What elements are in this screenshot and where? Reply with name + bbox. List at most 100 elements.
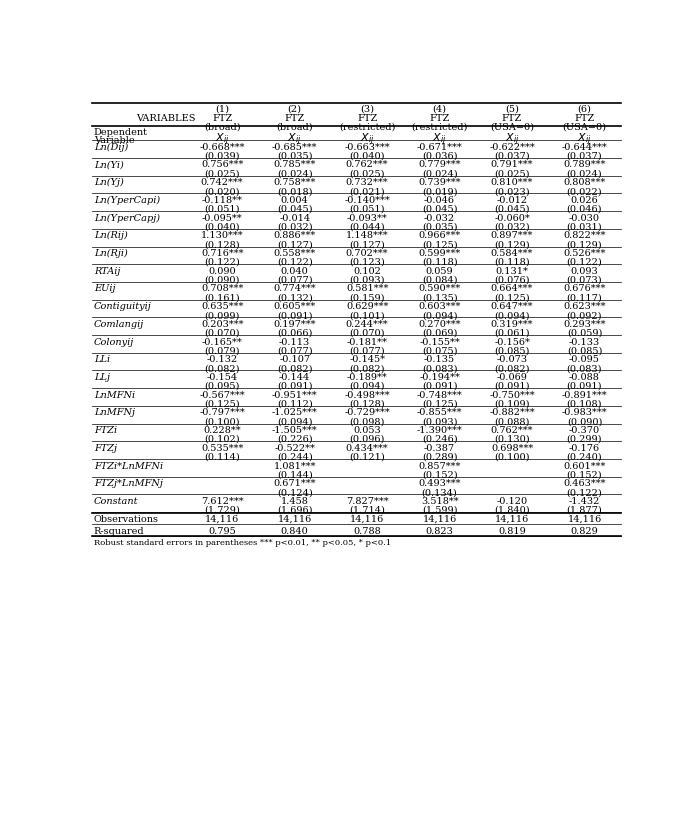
Text: 0.535***: 0.535*** bbox=[201, 443, 244, 452]
Text: -0.118**: -0.118** bbox=[202, 196, 243, 205]
Text: (0.114): (0.114) bbox=[204, 452, 240, 461]
Text: Comlangij: Comlangij bbox=[94, 319, 144, 329]
Text: (0.077): (0.077) bbox=[349, 346, 385, 355]
Text: (0.073): (0.073) bbox=[567, 275, 602, 284]
Text: 0.840: 0.840 bbox=[281, 526, 309, 535]
Text: (0.040): (0.040) bbox=[349, 151, 385, 161]
Text: 3.518**: 3.518** bbox=[421, 497, 458, 506]
Text: (1.877): (1.877) bbox=[566, 505, 602, 514]
Text: (0.094): (0.094) bbox=[422, 311, 457, 319]
Text: (0.059): (0.059) bbox=[567, 329, 602, 338]
Text: 0.635***: 0.635*** bbox=[201, 302, 244, 311]
Text: (0.129): (0.129) bbox=[494, 240, 530, 249]
Text: (0.093): (0.093) bbox=[349, 275, 385, 284]
Text: (0.084): (0.084) bbox=[422, 275, 457, 284]
Text: (0.122): (0.122) bbox=[204, 257, 240, 267]
Text: 0.228**: 0.228** bbox=[203, 426, 241, 435]
Text: (USA=0): (USA=0) bbox=[563, 122, 607, 131]
Text: (0.031): (0.031) bbox=[567, 222, 602, 232]
Text: -0.107: -0.107 bbox=[279, 355, 310, 364]
Text: (0.025): (0.025) bbox=[349, 169, 385, 178]
Text: (0.125): (0.125) bbox=[422, 399, 457, 408]
Text: (0.109): (0.109) bbox=[494, 399, 530, 408]
Text: 0.131*: 0.131* bbox=[496, 267, 528, 275]
Text: 0.040: 0.040 bbox=[281, 267, 309, 275]
Text: 0.581***: 0.581*** bbox=[346, 284, 389, 293]
Text: -0.668***: -0.668*** bbox=[199, 143, 245, 151]
Text: 0.601***: 0.601*** bbox=[564, 461, 606, 470]
Text: (0.019): (0.019) bbox=[422, 186, 457, 196]
Text: -0.060*: -0.060* bbox=[494, 213, 530, 222]
Text: 1.458: 1.458 bbox=[280, 497, 309, 506]
Text: (3): (3) bbox=[360, 104, 374, 114]
Text: (0.226): (0.226) bbox=[277, 435, 312, 443]
Text: (0.070): (0.070) bbox=[349, 329, 385, 338]
Text: 0.004: 0.004 bbox=[281, 196, 309, 205]
Text: 7.827***: 7.827*** bbox=[346, 497, 389, 506]
Text: Ln(YperCapi): Ln(YperCapi) bbox=[94, 196, 160, 205]
Text: -0.891***: -0.891*** bbox=[561, 390, 607, 400]
Text: (0.075): (0.075) bbox=[422, 346, 457, 355]
Text: 0.742***: 0.742*** bbox=[201, 178, 244, 187]
Text: (0.094): (0.094) bbox=[277, 417, 312, 426]
Text: Colonyij: Colonyij bbox=[94, 337, 134, 346]
Text: FTZ: FTZ bbox=[357, 114, 378, 122]
Text: (0.122): (0.122) bbox=[277, 257, 312, 267]
Text: (0.045): (0.045) bbox=[277, 205, 312, 213]
Text: (0.246): (0.246) bbox=[422, 435, 457, 443]
Text: 0.197***: 0.197*** bbox=[273, 319, 316, 329]
Text: 0.623***: 0.623*** bbox=[564, 302, 606, 311]
Text: -0.014: -0.014 bbox=[279, 213, 310, 222]
Text: FTZ: FTZ bbox=[502, 114, 522, 122]
Text: (0.023): (0.023) bbox=[494, 186, 530, 196]
Text: Dependent: Dependent bbox=[94, 128, 148, 136]
Text: Ln(Dij): Ln(Dij) bbox=[94, 143, 128, 151]
Text: -1.505***: -1.505*** bbox=[272, 426, 317, 435]
Text: Ln(Yi): Ln(Yi) bbox=[94, 161, 124, 170]
Text: (0.101): (0.101) bbox=[349, 311, 385, 319]
Text: (0.132): (0.132) bbox=[277, 293, 312, 302]
Text: (0.076): (0.076) bbox=[494, 275, 530, 284]
Text: 0.059: 0.059 bbox=[425, 267, 453, 275]
Text: 0.493***: 0.493*** bbox=[418, 479, 461, 487]
Text: (0.037): (0.037) bbox=[494, 151, 530, 161]
Text: (0.021): (0.021) bbox=[349, 186, 385, 196]
Text: -0.154: -0.154 bbox=[207, 373, 238, 381]
Text: (0.135): (0.135) bbox=[422, 293, 457, 302]
Text: -0.165**: -0.165** bbox=[202, 337, 243, 346]
Text: 0.819: 0.819 bbox=[498, 526, 526, 535]
Text: 0.647***: 0.647*** bbox=[491, 302, 533, 311]
Text: -1.390***: -1.390*** bbox=[416, 426, 462, 435]
Text: 0.629***: 0.629*** bbox=[346, 302, 389, 311]
Text: (0.118): (0.118) bbox=[494, 257, 530, 267]
Text: (0.128): (0.128) bbox=[204, 240, 240, 249]
Text: -0.155**: -0.155** bbox=[419, 337, 460, 346]
Text: 0.966***: 0.966*** bbox=[418, 231, 461, 240]
Text: (0.093): (0.093) bbox=[422, 417, 457, 426]
Text: 0.584***: 0.584*** bbox=[491, 249, 533, 257]
Text: LLj: LLj bbox=[94, 373, 110, 381]
Text: 0.434***: 0.434*** bbox=[346, 443, 389, 452]
Text: (0.040): (0.040) bbox=[205, 222, 240, 232]
Text: (0.121): (0.121) bbox=[349, 452, 385, 461]
Text: 0.102: 0.102 bbox=[353, 267, 381, 275]
Text: -0.663***: -0.663*** bbox=[344, 143, 390, 151]
Text: -0.073: -0.073 bbox=[496, 355, 527, 364]
Text: LLi: LLi bbox=[94, 355, 110, 364]
Text: (0.134): (0.134) bbox=[422, 487, 457, 497]
Text: 0.822***: 0.822*** bbox=[564, 231, 606, 240]
Text: 0.671***: 0.671*** bbox=[273, 479, 316, 487]
Text: -0.983***: -0.983*** bbox=[561, 408, 607, 417]
Text: -0.855***: -0.855*** bbox=[417, 408, 462, 417]
Text: Ln(YperCapj): Ln(YperCapj) bbox=[94, 213, 160, 222]
Text: (1): (1) bbox=[215, 104, 229, 114]
Text: VARIABLES: VARIABLES bbox=[136, 114, 196, 122]
Text: (0.125): (0.125) bbox=[422, 240, 457, 249]
Text: $X_{ij}$: $X_{ij}$ bbox=[360, 131, 374, 147]
Text: 0.244***: 0.244*** bbox=[346, 319, 389, 329]
Text: (0.102): (0.102) bbox=[204, 435, 240, 443]
Text: (0.025): (0.025) bbox=[494, 169, 530, 178]
Text: 0.791***: 0.791*** bbox=[491, 161, 533, 170]
Text: (0.024): (0.024) bbox=[567, 169, 602, 178]
Text: 1.148***: 1.148*** bbox=[346, 231, 389, 240]
